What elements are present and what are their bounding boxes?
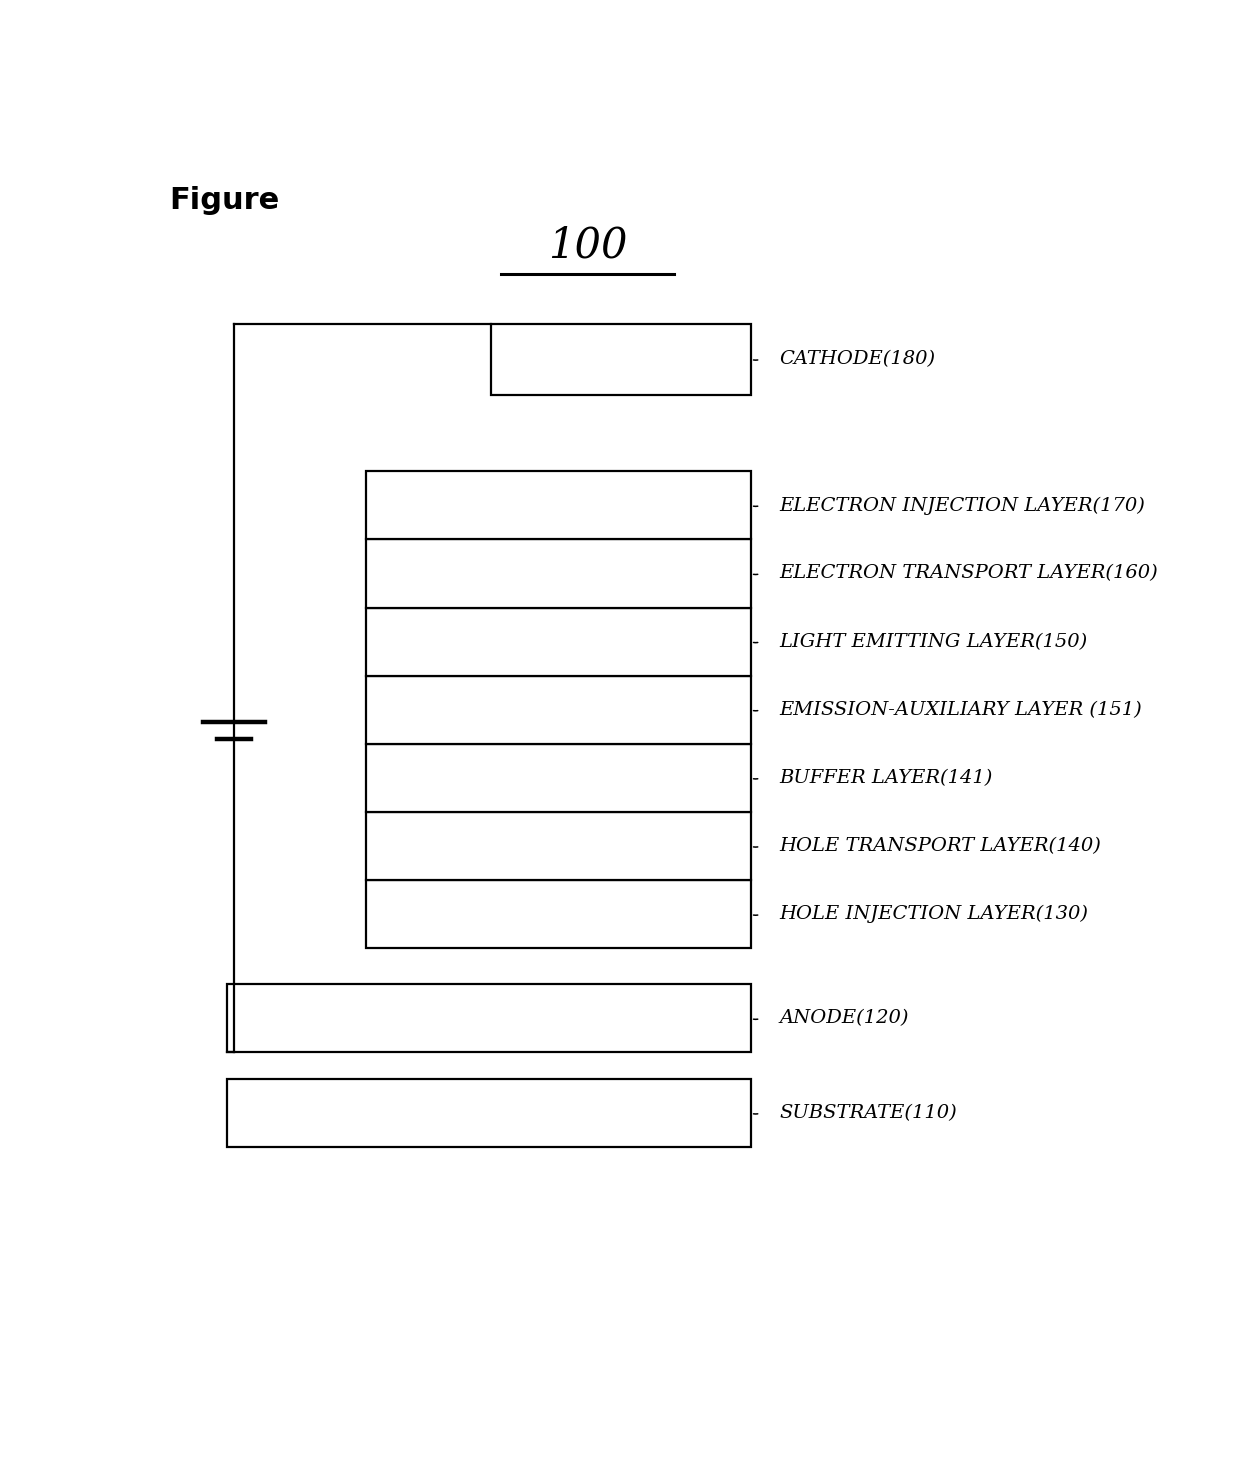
Text: HOLE INJECTION LAYER(130): HOLE INJECTION LAYER(130) <box>780 906 1089 923</box>
Text: ELECTRON INJECTION LAYER(170): ELECTRON INJECTION LAYER(170) <box>780 496 1146 515</box>
Bar <box>227 984 751 1053</box>
Bar <box>367 472 751 540</box>
Text: CATHODE(180): CATHODE(180) <box>780 350 936 369</box>
Text: EMISSION-AUXILIARY LAYER (151): EMISSION-AUXILIARY LAYER (151) <box>780 701 1142 718</box>
Bar <box>367 608 751 676</box>
Text: 100: 100 <box>548 224 627 267</box>
Text: Figure: Figure <box>170 186 280 215</box>
Bar <box>367 813 751 881</box>
Bar <box>367 743 751 813</box>
Bar <box>367 881 751 948</box>
Text: BUFFER LAYER(141): BUFFER LAYER(141) <box>780 768 993 788</box>
Text: LIGHT EMITTING LAYER(150): LIGHT EMITTING LAYER(150) <box>780 633 1087 650</box>
Text: ELECTRON TRANSPORT LAYER(160): ELECTRON TRANSPORT LAYER(160) <box>780 565 1158 583</box>
Text: ANODE(120): ANODE(120) <box>780 1009 909 1028</box>
Bar <box>227 1080 751 1148</box>
Bar <box>367 540 751 608</box>
Bar <box>491 323 751 395</box>
Text: HOLE TRANSPORT LAYER(140): HOLE TRANSPORT LAYER(140) <box>780 838 1101 856</box>
Text: SUBSTRATE(110): SUBSTRATE(110) <box>780 1105 957 1122</box>
Bar <box>367 676 751 743</box>
